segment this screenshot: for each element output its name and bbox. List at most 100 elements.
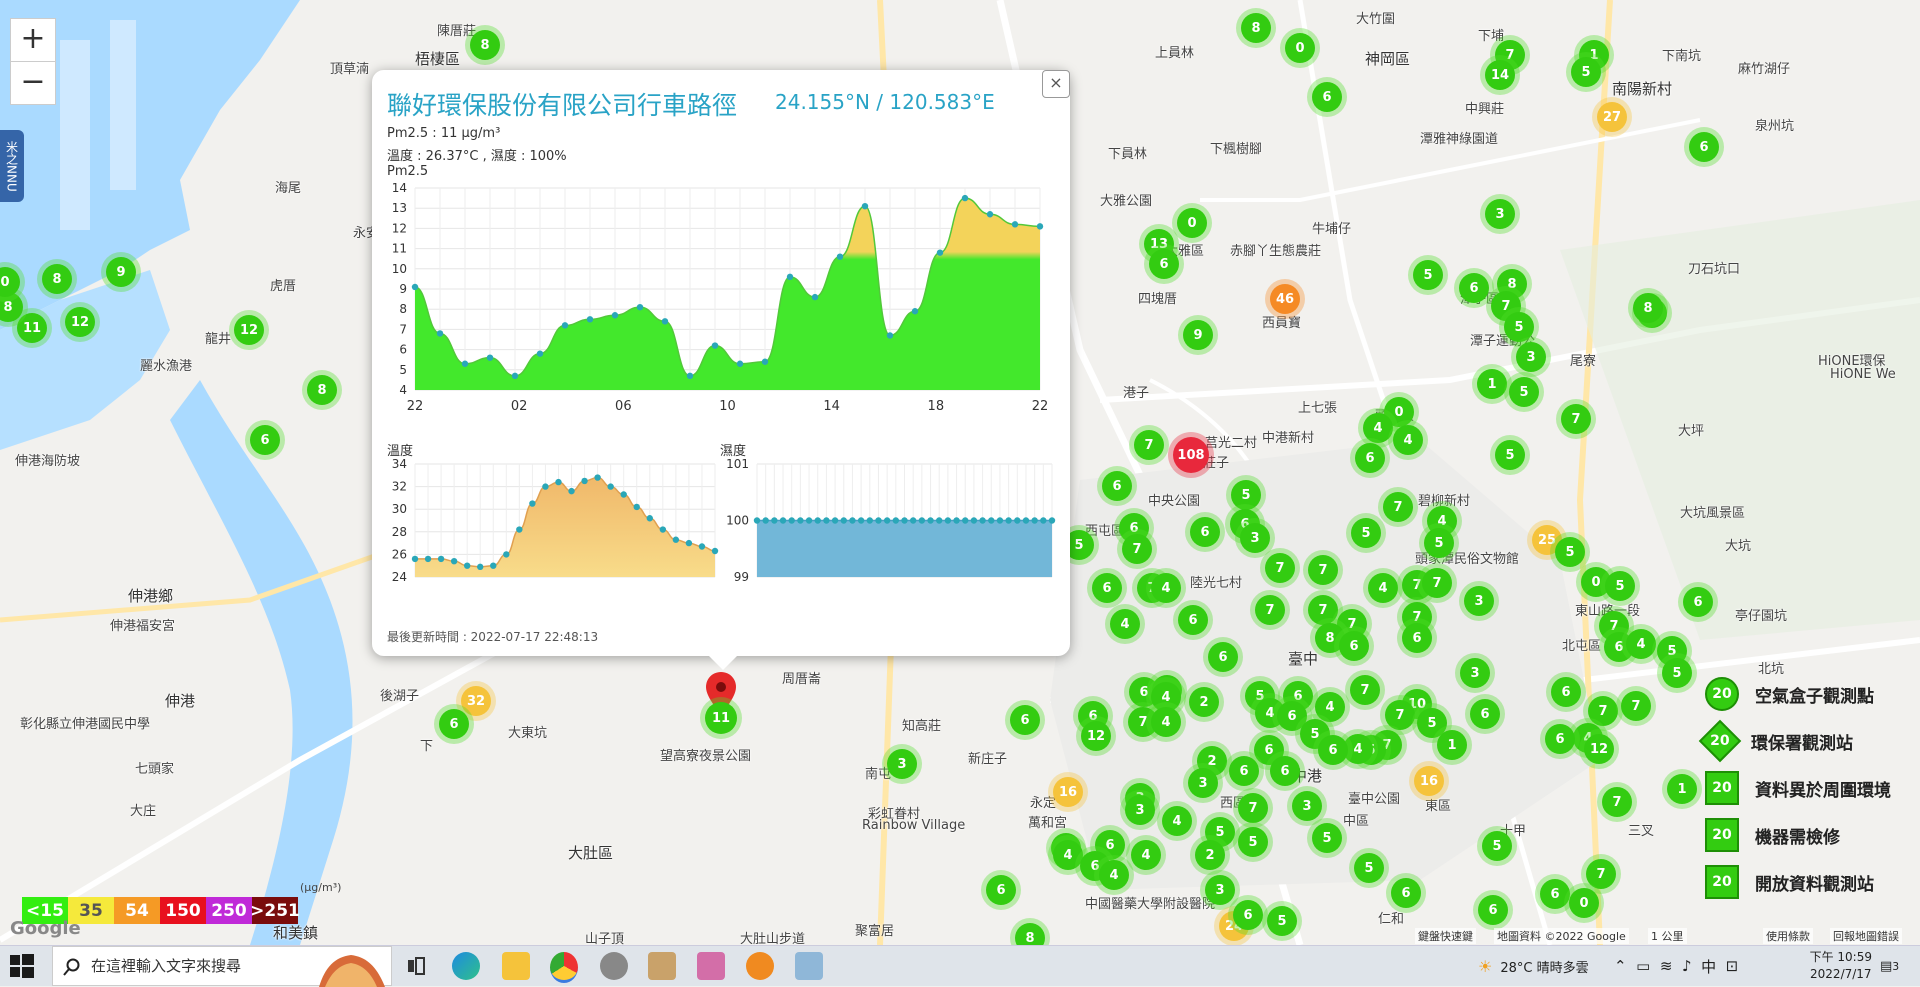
station-marker[interactable]: 6 — [1683, 587, 1713, 617]
station-marker[interactable]: 6 — [1229, 756, 1259, 786]
station-marker[interactable]: 3 — [1240, 523, 1270, 553]
station-marker[interactable]: 11 — [17, 313, 47, 343]
station-marker[interactable]: 7 — [1265, 553, 1295, 583]
station-marker[interactable]: 0 — [1285, 33, 1315, 63]
station-marker[interactable]: 8 — [1241, 13, 1271, 43]
station-marker[interactable]: 8 — [470, 30, 500, 60]
station-marker[interactable]: 4 — [1110, 609, 1140, 639]
station-marker[interactable]: 6 — [1545, 724, 1575, 754]
taskbar-search-input[interactable] — [89, 956, 313, 976]
app-icon-layers[interactable] — [795, 952, 823, 980]
station-marker[interactable]: 6 — [1391, 878, 1421, 908]
station-marker[interactable]: 0 — [1177, 208, 1207, 238]
station-marker[interactable]: 5 — [1312, 823, 1342, 853]
volume-icon[interactable]: ♪ — [1681, 957, 1692, 975]
station-marker[interactable]: 3 — [1292, 791, 1322, 821]
station-marker[interactable]: 3 — [1516, 342, 1546, 372]
station-marker[interactable]: 7 — [1134, 430, 1164, 460]
station-marker[interactable]: 7 — [1308, 555, 1338, 585]
station-marker[interactable]: 6 — [1459, 273, 1489, 303]
ime-indicator[interactable]: 中 — [1701, 957, 1717, 976]
input-mode-icon[interactable]: ⊡ — [1725, 957, 1739, 975]
station-marker[interactable]: 7 — [1588, 696, 1618, 726]
station-marker[interactable]: 6 — [1208, 642, 1238, 672]
station-marker[interactable]: 1 — [1667, 774, 1697, 804]
station-marker[interactable]: 6 — [1178, 605, 1208, 635]
station-marker[interactable]: 7 — [1602, 787, 1632, 817]
station-marker[interactable]: 7 — [1238, 793, 1268, 823]
station-marker[interactable]: 4 — [1162, 806, 1192, 836]
network-icon[interactable]: ▭ — [1636, 957, 1651, 975]
station-marker[interactable]: 5 — [1424, 528, 1454, 558]
station-marker[interactable]: 4 — [1363, 413, 1393, 443]
chevron-up-icon[interactable]: ⌃ — [1614, 957, 1627, 975]
station-marker[interactable]: 5 — [1482, 831, 1512, 861]
app-icon-compass[interactable] — [600, 952, 628, 980]
station-marker[interactable]: 16 — [1053, 777, 1083, 807]
station-marker[interactable]: 5 — [1351, 518, 1381, 548]
station-marker[interactable]: 6 — [1470, 699, 1500, 729]
station-marker[interactable]: 5 — [1662, 658, 1692, 688]
station-marker[interactable]: 4 — [1131, 840, 1161, 870]
station-marker[interactable]: 6 — [1190, 517, 1220, 547]
station-marker[interactable]: 6 — [1540, 879, 1570, 909]
station-marker[interactable]: 5 — [1238, 827, 1268, 857]
station-marker[interactable]: 6 — [1149, 249, 1179, 279]
popup-close-button[interactable]: × — [1042, 70, 1070, 98]
station-marker[interactable]: 6 — [1355, 443, 1385, 473]
station-marker[interactable]: 7 — [1561, 404, 1591, 434]
wifi-icon[interactable]: ≋ — [1659, 957, 1673, 975]
app-icon-scissors[interactable] — [697, 952, 725, 980]
station-marker[interactable]: 6 — [986, 875, 1016, 905]
station-marker[interactable]: 27 — [1597, 102, 1627, 132]
station-marker[interactable]: 7 — [1383, 492, 1413, 522]
blender-icon[interactable] — [746, 952, 774, 980]
station-marker[interactable]: 4 — [1626, 629, 1656, 659]
station-marker[interactable]: 6 — [1689, 132, 1719, 162]
station-marker[interactable]: 8 — [307, 375, 337, 405]
station-marker[interactable]: 5 — [1555, 537, 1585, 567]
station-marker[interactable]: 7 — [1308, 595, 1338, 625]
station-marker[interactable]: 14 — [1485, 60, 1515, 90]
station-marker[interactable]: 3 — [1485, 199, 1515, 229]
station-marker[interactable]: 5 — [1504, 312, 1534, 342]
weather-widget[interactable]: ☀ 28°C 晴時多雲 — [1478, 946, 1589, 986]
station-marker[interactable]: 6 — [1339, 631, 1369, 661]
station-marker[interactable]: 1 — [1437, 730, 1467, 760]
app-icon-animal[interactable] — [648, 952, 676, 980]
station-marker[interactable]: 3 — [1464, 586, 1494, 616]
side-panel-tab[interactable]: 米之NNU — [0, 130, 24, 202]
station-marker[interactable]: 16 — [1414, 766, 1444, 796]
station-marker[interactable]: 5 — [1495, 440, 1525, 470]
station-marker[interactable]: 3 — [1460, 658, 1490, 688]
station-marker[interactable]: 6 — [1270, 756, 1300, 786]
station-marker[interactable]: 0 — [1569, 888, 1599, 918]
station-marker[interactable]: 4 — [1368, 573, 1398, 603]
station-marker[interactable]: 5 — [1509, 377, 1539, 407]
station-marker[interactable]: 7 — [1586, 859, 1616, 889]
station-marker[interactable]: 1 — [1477, 369, 1507, 399]
station-marker[interactable]: 6 — [1102, 471, 1132, 501]
station-marker[interactable]: 5 — [1571, 57, 1601, 87]
station-marker[interactable]: 4 — [1393, 425, 1423, 455]
station-marker[interactable]: 4 — [1151, 707, 1181, 737]
station-marker[interactable]: 6 — [1402, 623, 1432, 653]
station-marker[interactable]: 2 — [1189, 687, 1219, 717]
station-marker[interactable]: 7 — [1122, 534, 1152, 564]
station-marker[interactable]: 5 — [1605, 571, 1635, 601]
station-marker[interactable]: 108 — [1173, 437, 1209, 473]
station-marker[interactable]: 4 — [1099, 860, 1129, 890]
zoom-out-button[interactable]: − — [10, 61, 56, 105]
station-marker[interactable]: 25 — [1532, 525, 1562, 555]
station-marker[interactable]: 5 — [1267, 906, 1297, 936]
station-marker[interactable]: 12 — [65, 307, 95, 337]
station-marker[interactable]: 6 — [1478, 895, 1508, 925]
station-marker[interactable]: 4 — [1151, 573, 1181, 603]
station-marker[interactable]: 12 — [234, 315, 264, 345]
station-marker[interactable]: 8 — [42, 264, 72, 294]
taskbar-clock[interactable]: 下午 10:59 2022/7/17 — [1810, 949, 1872, 983]
terms-link[interactable]: 使用條款 — [1763, 928, 1813, 944]
station-marker[interactable]: 3 — [1205, 875, 1235, 905]
station-marker[interactable]: 6 — [1233, 900, 1263, 930]
chrome-browser-icon[interactable] — [550, 952, 578, 983]
